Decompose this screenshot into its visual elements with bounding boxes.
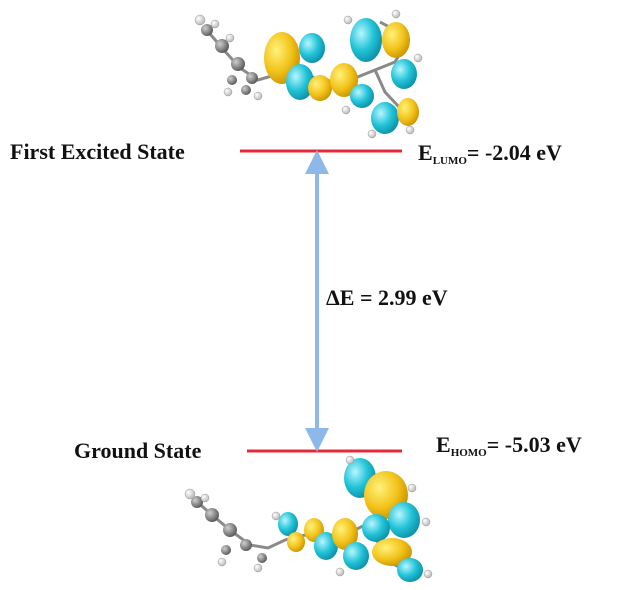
lumo-energy-label: ELUMO= -2.04 eV — [418, 140, 562, 167]
lumo-energy-value: = -2.04 eV — [467, 140, 562, 165]
homo-energy-label: EHOMO= -5.03 eV — [436, 432, 582, 459]
lumo-energy-symbol: E — [418, 140, 433, 165]
homo-orbital-image — [184, 455, 433, 582]
ground-state-label: Ground State — [74, 438, 202, 463]
homo-energy-subscript: HOMO — [451, 447, 487, 459]
excited-state-label: First Excited State — [10, 139, 185, 164]
homo-energy-value: = -5.03 eV — [487, 432, 582, 457]
energy-gap-label: ΔE = 2.99 eV — [326, 285, 448, 310]
lumo-energy-subscript: LUMO — [433, 155, 468, 167]
homo-energy-symbol: E — [436, 432, 451, 457]
lumo-orbital-image — [194, 9, 423, 139]
